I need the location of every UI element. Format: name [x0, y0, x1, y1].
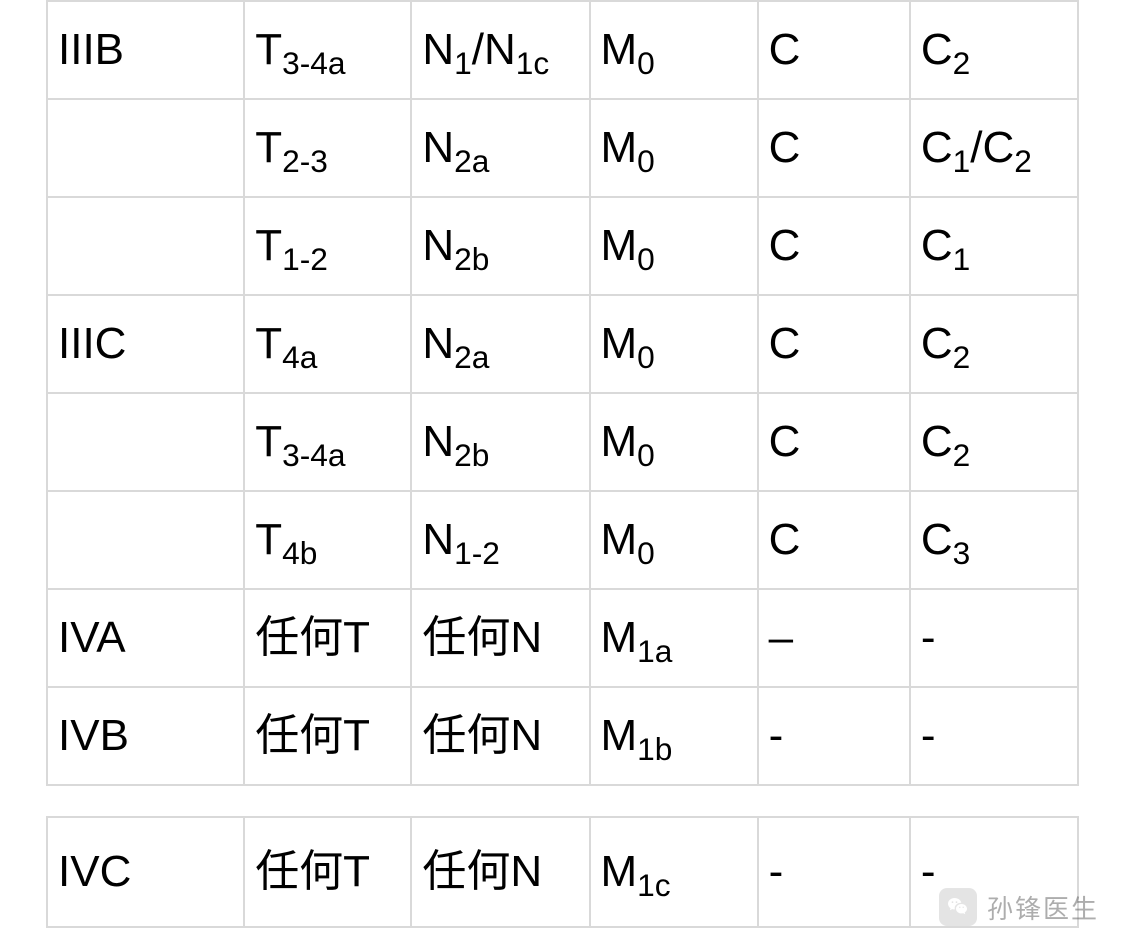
watermark: 孙锋医生 [939, 888, 1099, 926]
grade1-cell: - [758, 817, 910, 927]
stage-cell [47, 197, 244, 295]
grade2-cell: - [910, 687, 1078, 785]
grade2-cell: C1/C2 [910, 99, 1078, 197]
grade1-cell: – [758, 589, 910, 687]
n-cell: N1/N1c [411, 1, 589, 99]
n-cell: N2a [411, 295, 589, 393]
grade1-cell: C [758, 393, 910, 491]
n-cell: 任何N [411, 589, 589, 687]
table-row: IVC 任何T 任何N M1c - - [47, 817, 1078, 927]
watermark-text: 孙锋医生 [987, 889, 1099, 926]
table-row: IIIBT3-4aN1/N1cM0CC2 [47, 1, 1078, 99]
t-cell: 任何T [244, 687, 411, 785]
stage-cell [47, 393, 244, 491]
stage-cell [47, 491, 244, 589]
m-cell: M0 [590, 1, 758, 99]
stage-cell [47, 99, 244, 197]
table-row: IVB任何T任何NM1b-- [47, 687, 1078, 785]
m-cell: M0 [590, 197, 758, 295]
stage-cell: IVA [47, 589, 244, 687]
t-cell: T4a [244, 295, 411, 393]
stage-cell: IVB [47, 687, 244, 785]
m-cell: M0 [590, 393, 758, 491]
n-cell: N2b [411, 393, 589, 491]
m-cell: M1b [590, 687, 758, 785]
t-cell: 任何T [244, 817, 411, 927]
grade2-cell: C3 [910, 491, 1078, 589]
n-cell: N2b [411, 197, 589, 295]
t-cell: T3-4a [244, 393, 411, 491]
table-row: T2-3N2aM0CC1/C2 [47, 99, 1078, 197]
grade1-cell: C [758, 197, 910, 295]
t-cell: T3-4a [244, 1, 411, 99]
n-cell: 任何N [411, 687, 589, 785]
staging-table-1: IIIBT3-4aN1/N1cM0CC2T2-3N2aM0CC1/C2T1-2N… [46, 0, 1079, 786]
m-cell: M0 [590, 99, 758, 197]
grade2-cell: C2 [910, 1, 1078, 99]
m-cell: M1a [590, 589, 758, 687]
n-cell: N1-2 [411, 491, 589, 589]
table-row: T1-2N2bM0CC1 [47, 197, 1078, 295]
grade2-cell: C1 [910, 197, 1078, 295]
grade1-cell: C [758, 1, 910, 99]
stage-cell: IIIC [47, 295, 244, 393]
staging-table-2: IVC 任何T 任何N M1c - - [46, 816, 1079, 928]
n-cell: N2a [411, 99, 589, 197]
grade2-cell: C2 [910, 393, 1078, 491]
table-row: IVA任何T任何NM1a –- [47, 589, 1078, 687]
t-cell: 任何T [244, 589, 411, 687]
grade1-cell: - [758, 687, 910, 785]
t-cell: T2-3 [244, 99, 411, 197]
m-cell: M1c [590, 817, 758, 927]
stage-cell: IIIB [47, 1, 244, 99]
m-cell: M0 [590, 491, 758, 589]
grade2-cell: - [910, 589, 1078, 687]
grade1-cell: C [758, 99, 910, 197]
wechat-icon [939, 888, 977, 926]
table-row: T4bN1-2M0CC3 [47, 491, 1078, 589]
n-cell: 任何N [411, 817, 589, 927]
grade1-cell: C [758, 491, 910, 589]
grade1-cell: C [758, 295, 910, 393]
m-cell: M0 [590, 295, 758, 393]
table-row: IIICT4aN2aM0CC2 [47, 295, 1078, 393]
table-row: T3-4aN2bM0CC2 [47, 393, 1078, 491]
stage-cell: IVC [47, 817, 244, 927]
grade2-cell: C2 [910, 295, 1078, 393]
t-cell: T4b [244, 491, 411, 589]
t-cell: T1-2 [244, 197, 411, 295]
